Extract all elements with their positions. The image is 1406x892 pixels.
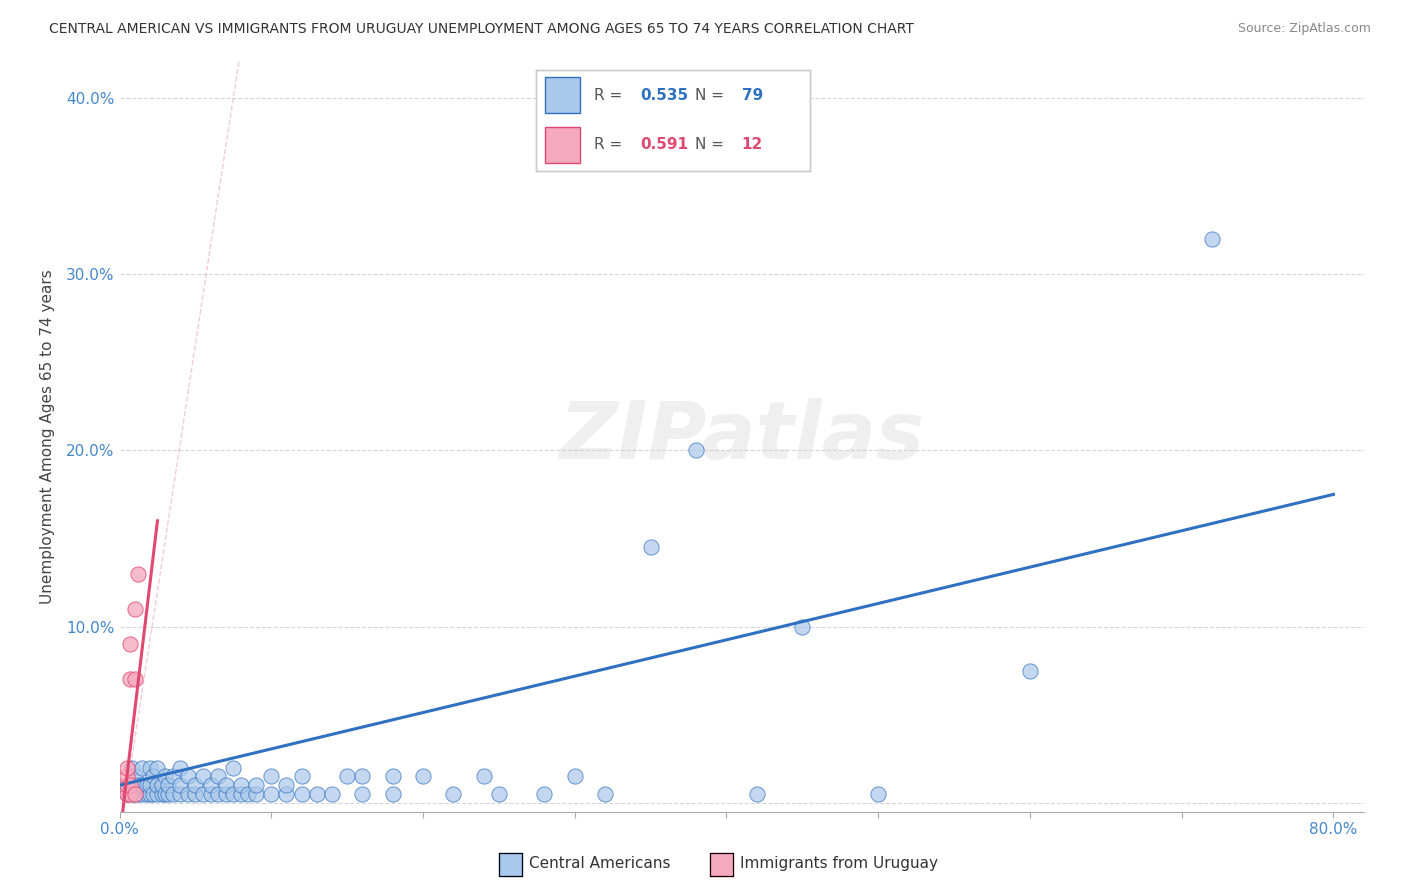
Point bbox=[146, 778, 169, 792]
Point bbox=[184, 787, 207, 801]
Point bbox=[150, 787, 173, 801]
Text: ZIPatlas: ZIPatlas bbox=[560, 398, 924, 476]
Point bbox=[533, 787, 555, 801]
Point bbox=[131, 787, 153, 801]
Point bbox=[305, 787, 328, 801]
Point bbox=[222, 787, 245, 801]
Point bbox=[150, 778, 173, 792]
Point bbox=[321, 787, 343, 801]
Point bbox=[1019, 664, 1042, 678]
Point bbox=[146, 787, 169, 801]
Point bbox=[124, 778, 146, 792]
Point bbox=[564, 769, 586, 783]
Point bbox=[120, 673, 142, 687]
Point bbox=[472, 769, 495, 783]
Point bbox=[276, 787, 298, 801]
Point bbox=[162, 787, 184, 801]
Point bbox=[229, 778, 252, 792]
Point bbox=[153, 787, 176, 801]
Point bbox=[412, 769, 434, 783]
Point bbox=[191, 769, 214, 783]
Point bbox=[115, 787, 138, 801]
Point bbox=[115, 787, 138, 801]
Point bbox=[142, 787, 165, 801]
Point bbox=[115, 778, 138, 792]
Point bbox=[120, 778, 142, 792]
Y-axis label: Unemployment Among Ages 65 to 74 years: Unemployment Among Ages 65 to 74 years bbox=[39, 269, 55, 605]
Point bbox=[177, 787, 200, 801]
Point bbox=[685, 443, 707, 458]
Point bbox=[135, 787, 157, 801]
Point bbox=[127, 566, 149, 581]
Point bbox=[238, 787, 260, 801]
Point bbox=[162, 769, 184, 783]
Point bbox=[139, 787, 162, 801]
Point bbox=[121, 761, 143, 775]
Point bbox=[146, 761, 169, 775]
Point bbox=[121, 787, 143, 801]
Point bbox=[381, 769, 404, 783]
Point bbox=[352, 769, 374, 783]
Point bbox=[352, 787, 374, 801]
Point bbox=[131, 761, 153, 775]
Point bbox=[222, 761, 245, 775]
Point bbox=[291, 769, 314, 783]
Point bbox=[127, 778, 149, 792]
Point bbox=[124, 787, 146, 801]
Point bbox=[157, 778, 180, 792]
Point bbox=[488, 787, 510, 801]
Point bbox=[115, 761, 138, 775]
Point bbox=[169, 787, 191, 801]
Point bbox=[245, 778, 267, 792]
Point bbox=[120, 787, 142, 801]
Point bbox=[124, 673, 146, 687]
Point bbox=[124, 787, 146, 801]
Text: Immigrants from Uruguay: Immigrants from Uruguay bbox=[740, 856, 938, 871]
Point bbox=[441, 787, 464, 801]
Point bbox=[381, 787, 404, 801]
Point bbox=[215, 787, 238, 801]
Point bbox=[120, 637, 142, 651]
Point bbox=[184, 778, 207, 792]
Point bbox=[260, 769, 283, 783]
Point bbox=[191, 787, 214, 801]
Text: Source: ZipAtlas.com: Source: ZipAtlas.com bbox=[1237, 22, 1371, 36]
Point bbox=[1201, 232, 1223, 246]
Point bbox=[131, 778, 153, 792]
Point bbox=[139, 761, 162, 775]
Point bbox=[868, 787, 890, 801]
Point bbox=[291, 787, 314, 801]
Point bbox=[593, 787, 616, 801]
Point bbox=[153, 769, 176, 783]
Point bbox=[640, 541, 662, 555]
Point bbox=[336, 769, 359, 783]
Point bbox=[135, 778, 157, 792]
Point bbox=[169, 761, 191, 775]
Point bbox=[177, 769, 200, 783]
Point bbox=[142, 769, 165, 783]
Point bbox=[745, 787, 768, 801]
Point bbox=[124, 602, 146, 616]
Point bbox=[229, 787, 252, 801]
Point bbox=[207, 787, 229, 801]
Point bbox=[276, 778, 298, 792]
Point bbox=[157, 787, 180, 801]
Point bbox=[124, 769, 146, 783]
Point bbox=[792, 619, 814, 633]
Point bbox=[169, 778, 191, 792]
Point bbox=[115, 769, 138, 783]
Point bbox=[115, 778, 138, 792]
Point bbox=[207, 769, 229, 783]
Point bbox=[200, 778, 222, 792]
Point bbox=[215, 778, 238, 792]
Text: CENTRAL AMERICAN VS IMMIGRANTS FROM URUGUAY UNEMPLOYMENT AMONG AGES 65 TO 74 YEA: CENTRAL AMERICAN VS IMMIGRANTS FROM URUG… bbox=[49, 22, 914, 37]
Point bbox=[245, 787, 267, 801]
Text: Central Americans: Central Americans bbox=[529, 856, 671, 871]
Point bbox=[127, 787, 149, 801]
Point bbox=[200, 787, 222, 801]
Point bbox=[139, 778, 162, 792]
Point bbox=[260, 787, 283, 801]
